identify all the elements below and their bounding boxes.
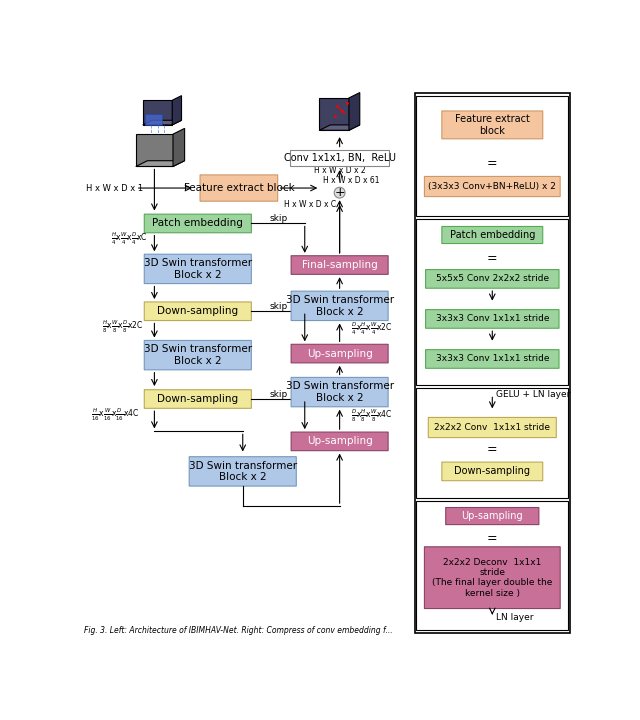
FancyBboxPatch shape	[424, 176, 560, 197]
FancyBboxPatch shape	[200, 175, 278, 201]
Text: =: =	[487, 251, 498, 265]
Bar	[319, 98, 349, 130]
FancyBboxPatch shape	[291, 377, 388, 407]
Bar	[136, 134, 173, 166]
Text: Up-sampling: Up-sampling	[307, 348, 372, 359]
Text: $\frac{D}{4}$x$\frac{H}{4}$x$\frac{W}{4}$x2C: $\frac{D}{4}$x$\frac{H}{4}$x$\frac{W}{4}…	[351, 321, 393, 337]
Text: 3D Swin transformer
Block x 2: 3D Swin transformer Block x 2	[189, 461, 297, 482]
FancyBboxPatch shape	[442, 227, 543, 243]
Text: GELU + LN layer: GELU + LN layer	[496, 390, 570, 399]
Text: Fig. 3. Left: Architecture of IBIMHAV-Net. Right: Compress of conv embedding f..: Fig. 3. Left: Architecture of IBIMHAV-Ne…	[84, 626, 392, 634]
FancyBboxPatch shape	[426, 350, 559, 369]
FancyBboxPatch shape	[291, 344, 388, 363]
Text: 3x3x3 Conv 1x1x1 stride: 3x3x3 Conv 1x1x1 stride	[436, 315, 549, 323]
Text: +: +	[334, 186, 345, 199]
Text: H x W x D x 2: H x W x D x 2	[314, 166, 365, 175]
FancyBboxPatch shape	[424, 546, 560, 608]
Text: Down-sampling: Down-sampling	[454, 467, 531, 477]
FancyBboxPatch shape	[144, 302, 252, 320]
Polygon shape	[143, 120, 182, 125]
Text: H x W x D x 61: H x W x D x 61	[323, 176, 379, 185]
Text: =: =	[487, 157, 498, 170]
Bar	[145, 114, 162, 125]
FancyBboxPatch shape	[144, 341, 252, 370]
Polygon shape	[173, 128, 184, 166]
FancyBboxPatch shape	[144, 214, 252, 233]
Text: $\frac{D}{8}$x$\frac{H}{8}$x$\frac{W}{8}$x4C: $\frac{D}{8}$x$\frac{H}{8}$x$\frac{W}{8}…	[351, 408, 393, 424]
Text: 3D Swin transformer
Block x 2: 3D Swin transformer Block x 2	[144, 344, 252, 366]
Text: Feature extract block: Feature extract block	[184, 183, 294, 193]
FancyBboxPatch shape	[445, 508, 539, 525]
Text: Patch embedding: Patch embedding	[450, 230, 535, 240]
Polygon shape	[319, 125, 360, 130]
Text: 3x3x3 Conv 1x1x1 stride: 3x3x3 Conv 1x1x1 stride	[436, 354, 549, 364]
FancyBboxPatch shape	[428, 418, 556, 438]
Bar	[417, 219, 568, 385]
FancyBboxPatch shape	[144, 390, 252, 408]
Text: skip: skip	[270, 215, 288, 223]
FancyBboxPatch shape	[291, 432, 388, 451]
Text: $\frac{H}{16}$x$\frac{W}{16}$x$\frac{D}{16}$x4C: $\frac{H}{16}$x$\frac{W}{16}$x$\frac{D}{…	[91, 407, 140, 423]
FancyBboxPatch shape	[189, 456, 296, 486]
Text: (3x3x3 Conv+BN+ReLU) x 2: (3x3x3 Conv+BN+ReLU) x 2	[428, 182, 556, 191]
Bar	[415, 93, 570, 633]
Text: 3D Swin transformer
Block x 2: 3D Swin transformer Block x 2	[285, 382, 394, 403]
Text: Down-sampling: Down-sampling	[157, 394, 238, 404]
Bar	[143, 100, 172, 125]
Text: $\frac{H}{8}$x$\frac{W}{8}$x$\frac{D}{8}$x2C: $\frac{H}{8}$x$\frac{W}{8}$x$\frac{D}{8}…	[102, 318, 143, 335]
Bar	[417, 500, 568, 630]
Bar	[290, 150, 389, 166]
Text: 3D Swin transformer
Block x 2: 3D Swin transformer Block x 2	[144, 258, 252, 279]
FancyBboxPatch shape	[144, 254, 252, 284]
Text: Feature extract
block: Feature extract block	[455, 114, 530, 135]
Text: 2x2x2 Conv  1x1x1 stride: 2x2x2 Conv 1x1x1 stride	[435, 423, 550, 432]
Text: 3D Swin transformer
Block x 2: 3D Swin transformer Block x 2	[285, 295, 394, 317]
FancyBboxPatch shape	[291, 291, 388, 320]
Text: 5x5x5 Conv 2x2x2 stride: 5x5x5 Conv 2x2x2 stride	[436, 274, 549, 284]
Bar	[417, 388, 568, 498]
Circle shape	[334, 187, 345, 198]
Text: LN layer: LN layer	[496, 613, 534, 622]
Text: Patch embedding: Patch embedding	[152, 218, 243, 228]
Polygon shape	[349, 93, 360, 130]
Bar	[417, 96, 568, 216]
Text: =: =	[487, 444, 498, 456]
FancyBboxPatch shape	[426, 269, 559, 288]
Text: Up-sampling: Up-sampling	[307, 436, 372, 446]
Text: H x W x D x 1: H x W x D x 1	[86, 184, 143, 192]
Text: Final-sampling: Final-sampling	[301, 260, 378, 270]
Text: $\frac{H}{4}$x$\frac{W}{4}$x$\frac{D}{4}$xC: $\frac{H}{4}$x$\frac{W}{4}$x$\frac{D}{4}…	[111, 231, 148, 247]
Text: =: =	[487, 532, 498, 545]
Text: 2x2x2 Deconv  1x1x1
stride
(The final layer double the
kernel size ): 2x2x2 Deconv 1x1x1 stride (The final lay…	[432, 557, 552, 598]
Text: skip: skip	[270, 302, 288, 311]
Text: Down-sampling: Down-sampling	[157, 306, 238, 316]
FancyBboxPatch shape	[426, 310, 559, 328]
Text: skip: skip	[270, 390, 288, 399]
FancyBboxPatch shape	[291, 256, 388, 274]
Polygon shape	[172, 96, 182, 125]
Polygon shape	[136, 161, 184, 166]
FancyBboxPatch shape	[442, 111, 543, 139]
FancyBboxPatch shape	[442, 462, 543, 481]
Text: H x W x D x C: H x W x D x C	[284, 199, 336, 209]
Text: Up-sampling: Up-sampling	[461, 511, 523, 521]
Text: Conv 1x1x1, BN,  ReLU: Conv 1x1x1, BN, ReLU	[284, 153, 396, 163]
